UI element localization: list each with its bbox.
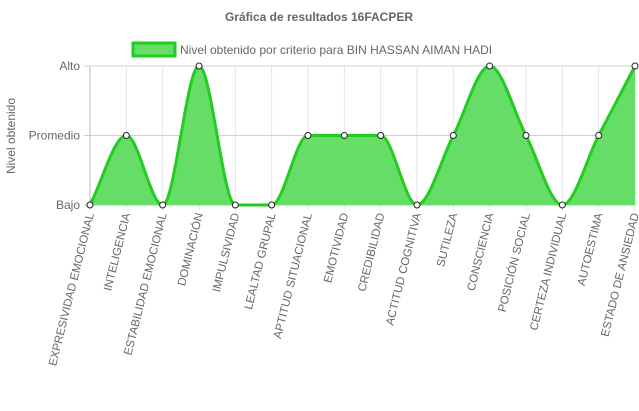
legend-swatch: [131, 41, 177, 58]
y-tick-label: Bajo: [56, 198, 80, 212]
data-point[interactable]: [486, 62, 494, 70]
x-tick-label: IMPULSIVIDAD: [211, 212, 242, 294]
series-area: [88, 64, 637, 207]
x-tick-label: EMOTIVIDAD: [322, 212, 351, 284]
data-point[interactable]: [413, 201, 421, 209]
x-tick-label: CREDIBILIDAD: [356, 212, 387, 293]
y-axis-ticks: Bajo Promedio Alto: [29, 59, 81, 212]
x-tick-label: APTITUD SITUACIONAL: [272, 211, 315, 340]
x-tick-label: DOMINACIÓN: [175, 212, 206, 288]
x-tick-label: AUTOESTIMA: [576, 212, 606, 288]
data-point[interactable]: [449, 132, 457, 139]
data-point[interactable]: [558, 201, 566, 209]
x-tick-label: INTELIGENCIA: [102, 212, 133, 293]
y-tick-label: Promedio: [29, 129, 81, 143]
data-point[interactable]: [86, 201, 94, 209]
data-point[interactable]: [377, 132, 385, 139]
x-axis-ticks: EXPRESIVIDAD EMOCIONAL INTELIGENCIAESTABI…: [47, 211, 639, 367]
series-line: [88, 64, 637, 207]
data-point[interactable]: [195, 62, 203, 70]
x-tick-label: SUTILEZA: [435, 212, 460, 269]
x-tick-label: POSICIÓN SOCIAL: [496, 211, 533, 313]
data-point[interactable]: [231, 201, 239, 209]
x-tick-label: CONSCIENCIA: [466, 212, 497, 293]
x-tick-label: ACTITUD COGNITIVA: [384, 212, 424, 327]
data-point[interactable]: [631, 62, 639, 70]
legend-label: Nivel obtenido por criterio para BIN HAS…: [180, 43, 492, 57]
data-points: [86, 62, 639, 209]
data-point[interactable]: [522, 132, 530, 139]
data-point[interactable]: [122, 132, 130, 139]
data-point[interactable]: [268, 201, 276, 209]
data-point[interactable]: [159, 201, 167, 209]
data-point[interactable]: [340, 132, 348, 139]
x-tick-label: LEALTAD GRUPAL: [243, 211, 279, 311]
data-point[interactable]: [304, 132, 312, 139]
x-tick-label: ESTABILIDAD EMOCIONAL: [123, 211, 170, 356]
y-tick-label: Alto: [59, 59, 80, 73]
x-tick-label: CERTEZA INDIVIDUAL: [528, 211, 569, 331]
chart-title: Gráfica de resultados 16FACPER: [225, 10, 413, 24]
legend[interactable]: Nivel obtenido por criterio para BIN HAS…: [131, 41, 492, 58]
y-axis-title: Nivel obtenido: [4, 98, 18, 174]
data-point[interactable]: [595, 132, 603, 139]
x-tick-label: EXPRESIVIDAD EMOCIONAL: [47, 211, 97, 367]
x-tick-label: ESTADO DE ANSIEDAD: [600, 212, 639, 338]
